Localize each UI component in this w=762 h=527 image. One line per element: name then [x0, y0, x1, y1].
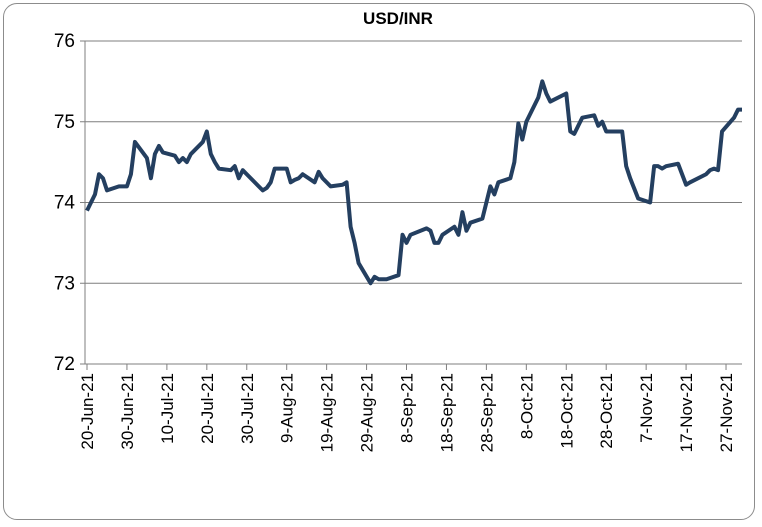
x-tick-label: 7-Nov-21: [637, 373, 656, 443]
y-tick-label: 75: [54, 112, 75, 133]
x-tick-label: 20-Jun-21: [78, 373, 97, 450]
chart-frame: [3, 3, 755, 520]
x-tick-label: 20-Jul-21: [198, 373, 217, 444]
x-tick-label: 29-Aug-21: [358, 373, 377, 452]
x-tick-label: 17-Nov-21: [677, 373, 696, 452]
x-tick-label: 27-Nov-21: [717, 373, 736, 452]
x-tick-label: 30-Jun-21: [118, 373, 137, 450]
x-tick-label: 30-Jul-21: [238, 373, 257, 444]
x-tick-label: 28-Sep-21: [477, 373, 496, 452]
line-series: [85, 79, 742, 286]
y-tick-label: 76: [54, 31, 75, 52]
x-tick-label: 18-Sep-21: [437, 373, 456, 452]
x-tick-label: 18-Oct-21: [557, 373, 576, 449]
y-tick-label: 73: [54, 273, 75, 294]
x-tick-label: 19-Aug-21: [318, 373, 337, 452]
x-tick-label: 8-Sep-21: [398, 373, 417, 443]
y-tick-label: 74: [54, 193, 76, 214]
x-tick-label: 10-Jul-21: [158, 373, 177, 444]
y-tick-label: 72: [54, 354, 75, 375]
x-tick-label: 28-Oct-21: [597, 373, 616, 449]
x-tick-label: 9-Aug-21: [278, 373, 297, 443]
chart-title: USD/INR: [363, 9, 433, 28]
x-tick-label: 8-Oct-21: [517, 373, 536, 439]
